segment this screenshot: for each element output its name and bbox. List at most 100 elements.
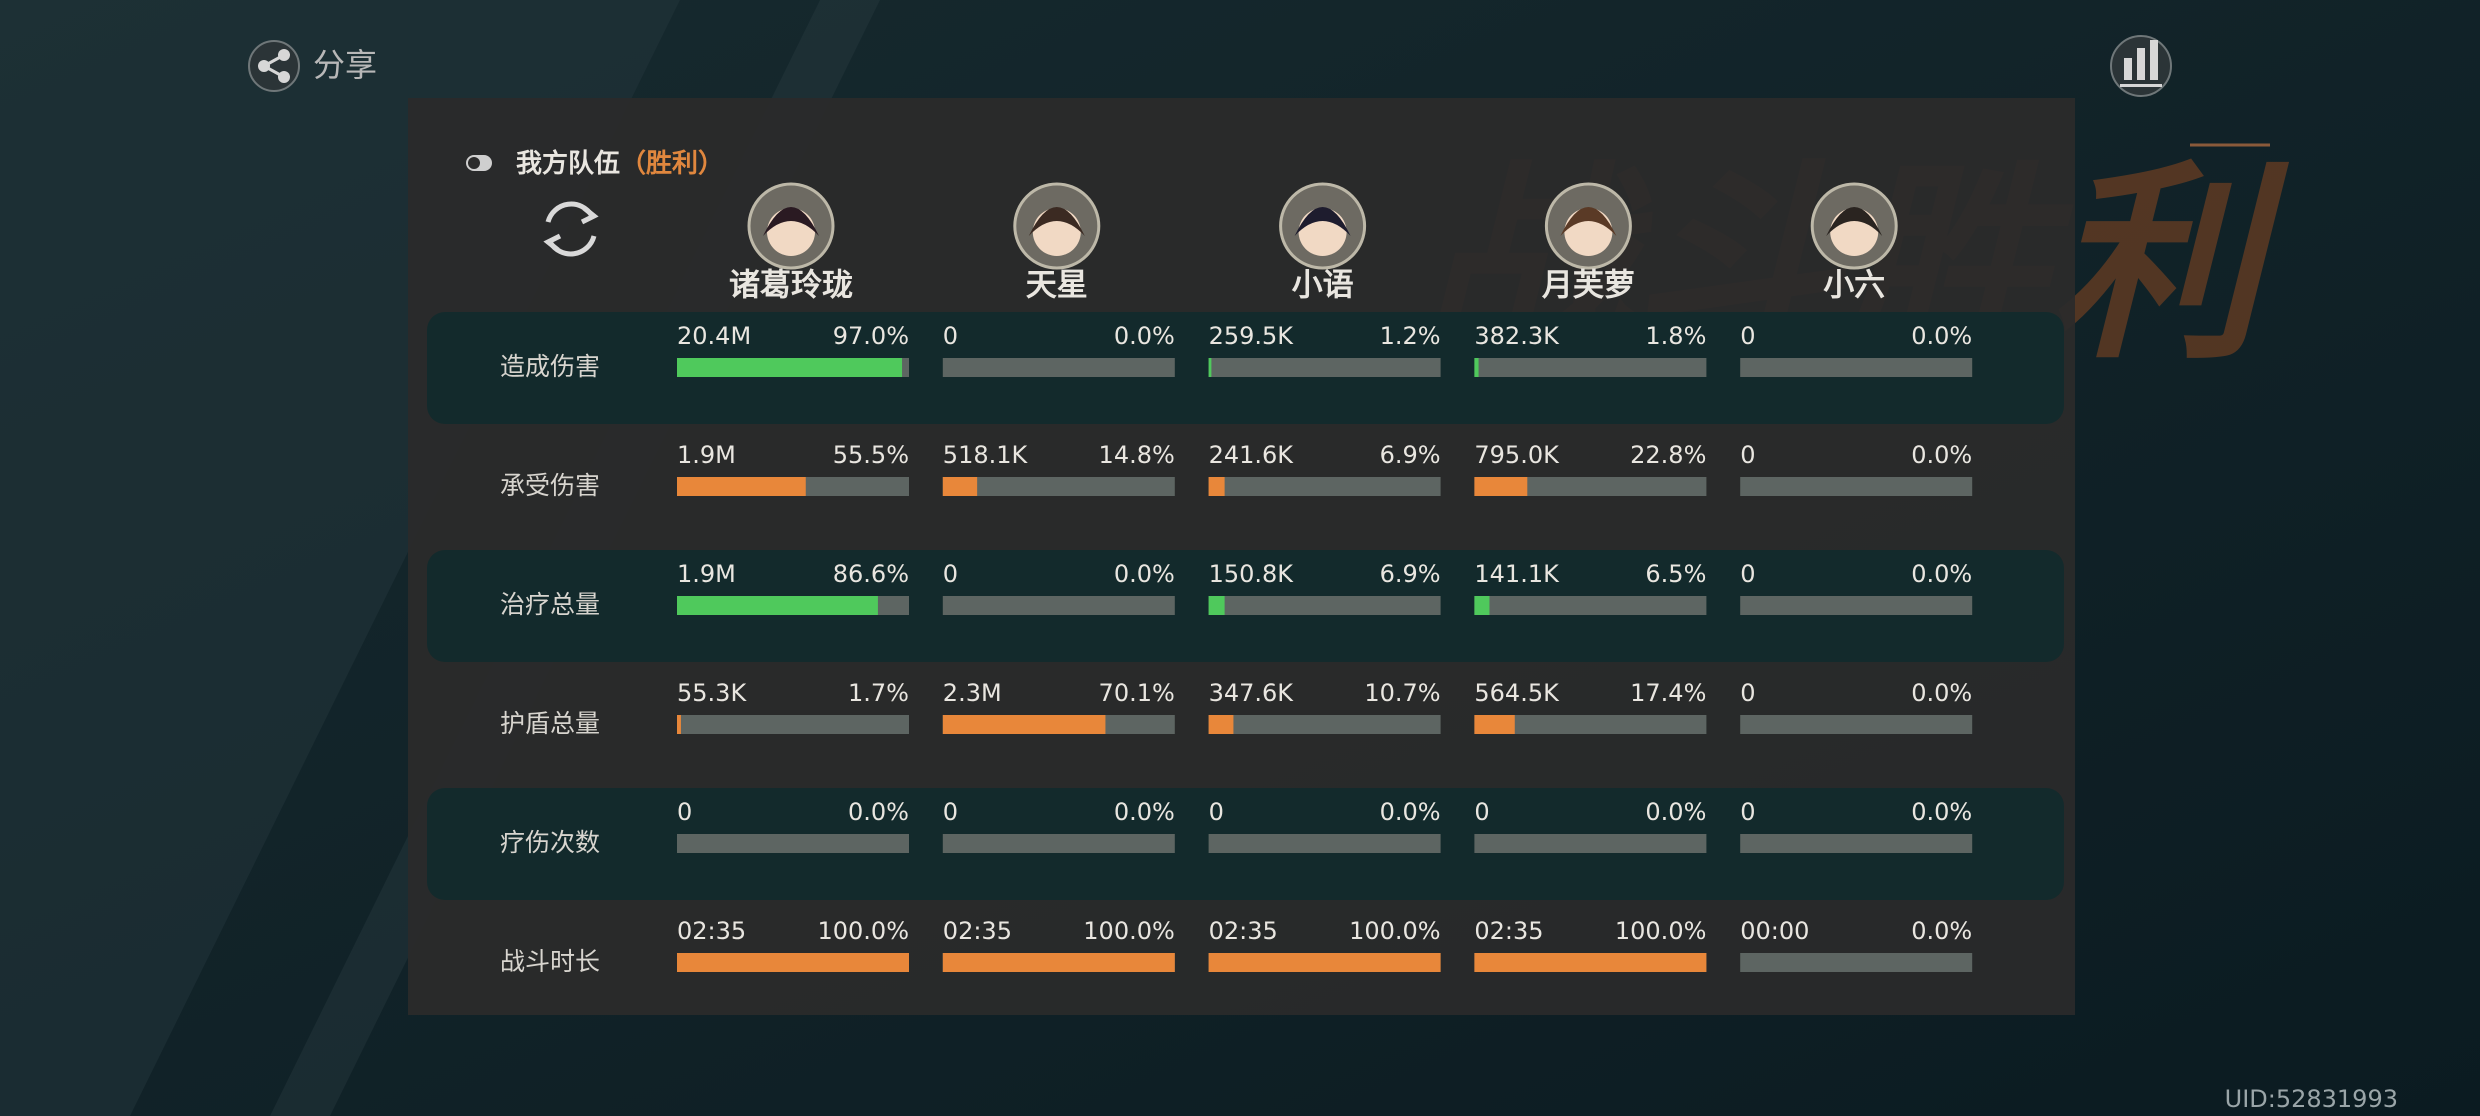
cell-percent: 0.0% [848, 798, 909, 826]
bar-fill [1474, 596, 1490, 615]
bar-track [942, 596, 1175, 615]
cell-percent: 17.4% [1630, 679, 1706, 707]
cell-percent: 1.8% [1645, 322, 1706, 350]
bar-track [1474, 715, 1707, 734]
cell-amount: 0 [1740, 560, 1755, 588]
cell-amount: 55.3K [677, 679, 747, 707]
cell-amount: 02:35 [677, 917, 746, 945]
cell-percent: 6.9% [1380, 560, 1441, 588]
row-label: 承受伤害 [500, 471, 600, 500]
bar-track [1208, 596, 1441, 615]
bar-fill [1474, 477, 1528, 496]
cell-amount: 00:00 [1740, 917, 1809, 945]
bar-fill [1474, 715, 1515, 734]
cell-percent: 100.0% [1083, 917, 1175, 945]
cell-percent: 97.0% [833, 322, 909, 350]
row-label: 造成伤害 [500, 352, 600, 381]
toggle-knob [468, 157, 480, 169]
cell-amount: 20.4M [677, 322, 751, 350]
cell-amount: 02:35 [1474, 917, 1543, 945]
cell-percent: 14.8% [1099, 441, 1175, 469]
bar-fill [677, 596, 878, 615]
bar-track [942, 477, 1175, 496]
cell-amount: 347.6K [1209, 679, 1295, 707]
refresh-button[interactable] [543, 201, 599, 257]
cell-amount: 150.8K [1209, 560, 1295, 588]
bar-fill [942, 715, 1106, 734]
bar-track [677, 715, 909, 734]
cell-amount: 0 [1209, 798, 1224, 826]
bar-track [1474, 596, 1707, 615]
bar-track [1208, 715, 1441, 734]
bar-track [1474, 477, 1707, 496]
bar-fill [942, 953, 1175, 972]
cell-percent: 100.0% [1615, 917, 1707, 945]
cell-amount: 518.1K [943, 441, 1029, 469]
player-name: 小语 [1292, 268, 1354, 304]
row-label: 疗伤次数 [500, 828, 600, 857]
cell-percent: 0.0% [1114, 560, 1175, 588]
cell-percent: 6.5% [1645, 560, 1706, 588]
bar-track [1474, 834, 1707, 853]
cell-percent: 0.0% [1911, 798, 1972, 826]
bar-track [942, 834, 1175, 853]
bar-fill [677, 953, 909, 972]
cell-amount: 241.6K [1209, 441, 1295, 469]
team-name: 我方队伍 [516, 148, 620, 179]
share-label[interactable]: 分享 [313, 46, 377, 84]
cell-amount: 02:35 [1209, 917, 1278, 945]
bar-fill [1208, 715, 1234, 734]
team-result: （胜利） [620, 149, 724, 179]
bar-track [677, 834, 909, 853]
avatar-hair [1826, 207, 1883, 236]
player-name: 天星 [1026, 268, 1088, 304]
team-title: 我方队伍（胜利） [516, 148, 724, 179]
bar-track [1740, 477, 1973, 496]
bar-fill [1474, 953, 1707, 972]
player-name: 小六 [1823, 268, 1885, 304]
bar-track [1208, 834, 1441, 853]
cell-percent: 70.1% [1099, 679, 1175, 707]
bar-track [1740, 953, 1973, 972]
bar-track [1740, 358, 1973, 377]
cell-percent: 1.7% [848, 679, 909, 707]
cell-percent: 86.6% [833, 560, 909, 588]
cell-percent: 1.2% [1380, 322, 1441, 350]
bar-fill [1474, 358, 1479, 377]
cell-percent: 0.0% [1380, 798, 1441, 826]
row-label: 治疗总量 [500, 590, 600, 619]
cell-percent: 0.0% [1114, 798, 1175, 826]
cell-amount: 2.3M [943, 679, 1002, 707]
cell-amount: 0 [943, 322, 958, 350]
cell-percent: 0.0% [1645, 798, 1706, 826]
cell-amount: 0 [677, 798, 692, 826]
row-label: 战斗时长 [500, 947, 600, 976]
avatar-hair [1028, 207, 1085, 236]
player-name: 诸葛玲珑 [729, 268, 853, 304]
share-icon[interactable] [248, 40, 300, 92]
bar-fill [1208, 358, 1212, 377]
cell-percent: 0.0% [1911, 917, 1972, 945]
bar-fill [1208, 953, 1441, 972]
cell-percent: 22.8% [1630, 441, 1706, 469]
cell-percent: 100.0% [817, 917, 909, 945]
bar-track [1208, 477, 1441, 496]
cell-amount: 564.5K [1474, 679, 1560, 707]
bar-track [1740, 715, 1973, 734]
cell-percent: 0.0% [1911, 322, 1972, 350]
cell-amount: 1.9M [677, 441, 736, 469]
cell-percent: 0.0% [1911, 560, 1972, 588]
cell-amount: 1.9M [677, 560, 736, 588]
bar-track [1740, 596, 1973, 615]
cell-percent: 55.5% [833, 441, 909, 469]
cell-amount: 0 [943, 560, 958, 588]
bar-track [1740, 834, 1973, 853]
player-name: 月芙萝 [1542, 268, 1635, 304]
bar-fill [1208, 477, 1225, 496]
cell-amount: 0 [943, 798, 958, 826]
cell-amount: 02:35 [943, 917, 1012, 945]
cell-percent: 0.0% [1911, 679, 1972, 707]
bar-track [942, 358, 1175, 377]
cell-amount: 141.1K [1474, 560, 1560, 588]
